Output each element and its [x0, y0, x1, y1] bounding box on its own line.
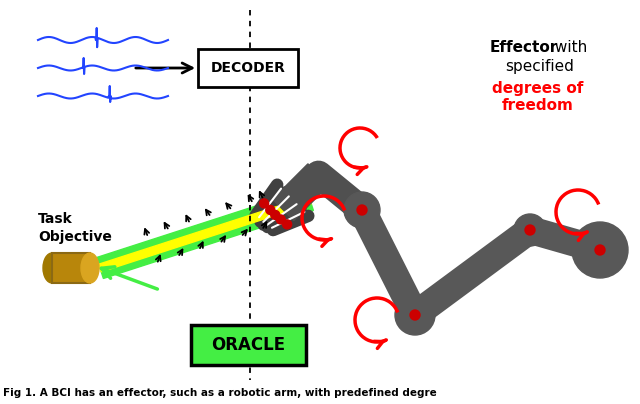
Circle shape	[357, 205, 367, 215]
Polygon shape	[99, 196, 311, 272]
Text: degrees of: degrees of	[492, 80, 584, 95]
Ellipse shape	[43, 253, 61, 283]
Circle shape	[395, 295, 435, 335]
Circle shape	[572, 222, 628, 278]
Text: with: with	[550, 40, 588, 55]
Circle shape	[595, 245, 605, 255]
Circle shape	[283, 220, 292, 229]
Text: Fig 1. A BCI has an effector, such as a robotic arm, with predefined degre: Fig 1. A BCI has an effector, such as a …	[3, 388, 436, 398]
FancyBboxPatch shape	[191, 325, 305, 365]
Text: freedom: freedom	[502, 99, 574, 114]
FancyBboxPatch shape	[52, 253, 90, 283]
Polygon shape	[97, 189, 314, 278]
Polygon shape	[273, 164, 329, 221]
Circle shape	[260, 199, 269, 208]
Text: DECODER: DECODER	[211, 61, 285, 75]
Circle shape	[266, 206, 275, 215]
Circle shape	[276, 215, 285, 224]
Text: ORACLE: ORACLE	[211, 336, 285, 354]
Circle shape	[344, 192, 380, 228]
Circle shape	[271, 210, 280, 219]
Text: specified: specified	[505, 59, 574, 74]
Circle shape	[410, 310, 420, 320]
Circle shape	[514, 214, 546, 246]
Text: Effector: Effector	[490, 40, 558, 55]
Ellipse shape	[81, 253, 99, 283]
FancyBboxPatch shape	[198, 49, 298, 87]
Circle shape	[525, 225, 535, 235]
Text: Task
Objective: Task Objective	[38, 213, 112, 244]
